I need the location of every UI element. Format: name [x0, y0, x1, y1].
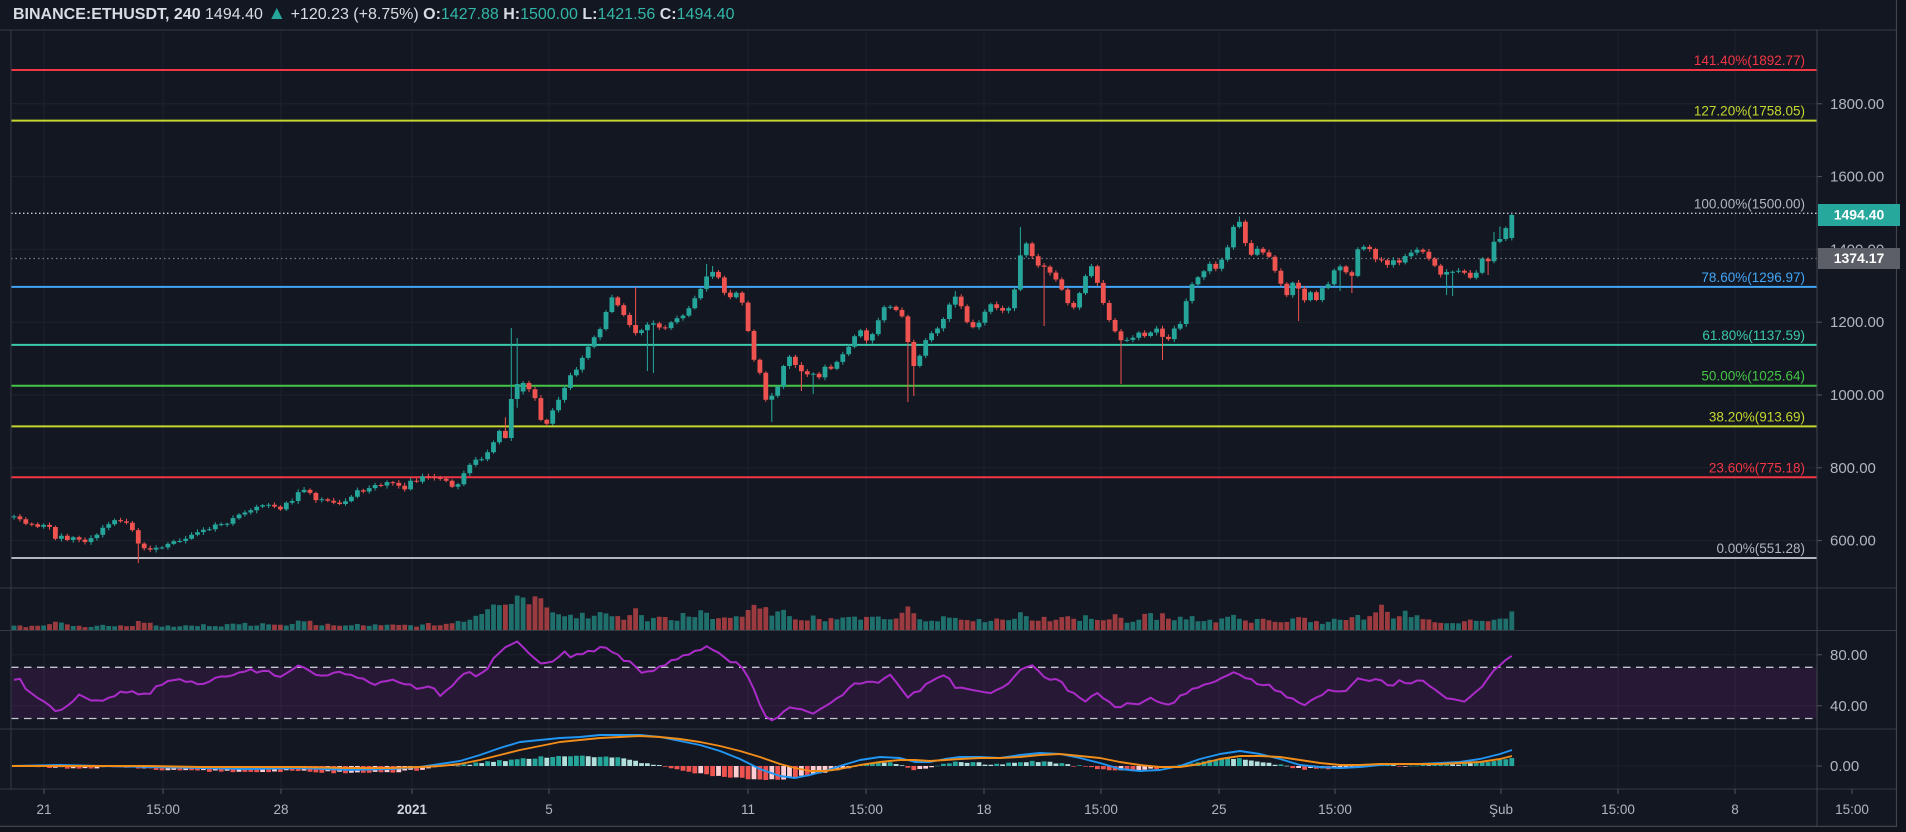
svg-text:61.80%(1137.59): 61.80%(1137.59) [1702, 328, 1805, 343]
svg-text:15:00: 15:00 [849, 802, 883, 817]
svg-text:1800.00: 1800.00 [1830, 96, 1884, 113]
svg-text:11: 11 [741, 802, 755, 817]
svg-text:25: 25 [1211, 802, 1226, 817]
svg-text:15:00: 15:00 [146, 802, 180, 817]
svg-text:15:00: 15:00 [1835, 802, 1869, 817]
svg-text:18: 18 [976, 802, 991, 817]
svg-text:15:00: 15:00 [1318, 802, 1352, 817]
svg-text:1600.00: 1600.00 [1830, 169, 1884, 186]
svg-text:0.00%(551.28): 0.00%(551.28) [1716, 541, 1805, 556]
svg-text:8: 8 [1731, 802, 1739, 817]
svg-text:2021: 2021 [397, 802, 428, 817]
svg-text:100.00%(1500.00): 100.00%(1500.00) [1694, 196, 1805, 211]
svg-text:1000.00: 1000.00 [1830, 387, 1884, 404]
svg-text:15:00: 15:00 [1084, 802, 1118, 817]
svg-text:23.60%(775.18): 23.60%(775.18) [1709, 460, 1805, 475]
svg-text:50.00%(1025.64): 50.00%(1025.64) [1701, 369, 1805, 384]
svg-text:38.20%(913.69): 38.20%(913.69) [1709, 409, 1805, 424]
svg-text:5: 5 [545, 802, 553, 817]
svg-text:800.00: 800.00 [1830, 460, 1876, 477]
svg-text:600.00: 600.00 [1830, 533, 1876, 550]
svg-text:1200.00: 1200.00 [1830, 314, 1884, 331]
svg-text:1494.40: 1494.40 [1834, 207, 1885, 223]
svg-text:127.20%(1758.05): 127.20%(1758.05) [1694, 104, 1805, 119]
svg-text:141.40%(1892.77): 141.40%(1892.77) [1694, 53, 1805, 68]
svg-text:BINANCE:ETHUSDT, 240 1494.40 ▲: BINANCE:ETHUSDT, 240 1494.40 ▲ +120.23 (… [13, 3, 735, 24]
svg-text:1374.17: 1374.17 [1834, 250, 1885, 266]
svg-text:21: 21 [36, 802, 51, 817]
svg-text:80.00: 80.00 [1830, 647, 1868, 664]
svg-text:Şub: Şub [1489, 802, 1513, 817]
svg-text:78.60%(1296.97): 78.60%(1296.97) [1701, 270, 1805, 285]
svg-text:15:00: 15:00 [1601, 802, 1635, 817]
svg-text:0.00: 0.00 [1830, 758, 1859, 775]
svg-text:28: 28 [273, 802, 288, 817]
svg-text:40.00: 40.00 [1830, 698, 1868, 715]
